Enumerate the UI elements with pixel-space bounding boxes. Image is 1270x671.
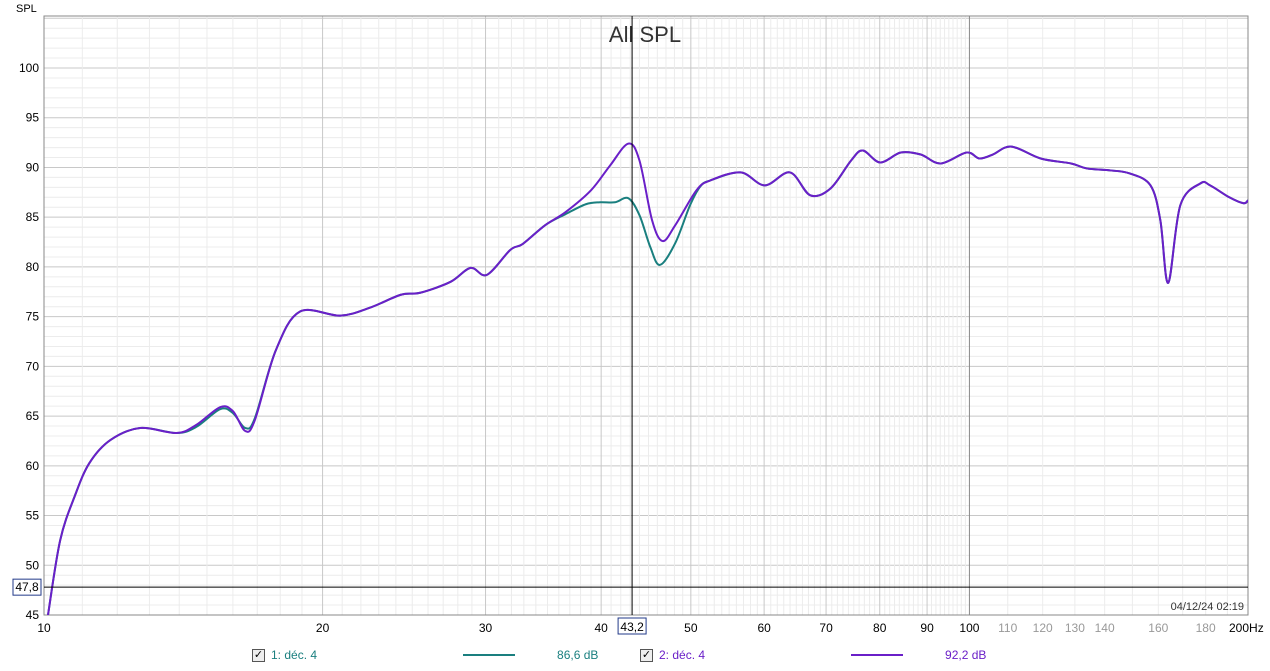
cursor-x-label: 43,2 xyxy=(620,620,644,634)
x-tick-label: 70 xyxy=(819,621,833,635)
series-2-checkbox[interactable]: ✓ xyxy=(640,648,653,662)
y-tick-label: 65 xyxy=(26,409,40,423)
y-tick-label: 70 xyxy=(26,359,40,373)
cursor-y-box xyxy=(12,578,42,596)
y-tick-label: 85 xyxy=(26,210,40,224)
x-tick-label: 180 xyxy=(1196,621,1216,635)
series-2-swatch xyxy=(851,654,904,656)
series-line-2 xyxy=(47,142,1248,615)
y-tick-label: 60 xyxy=(26,459,40,473)
x-tick-label: 90 xyxy=(920,621,934,635)
y-axis-label: SPL xyxy=(16,3,37,15)
y-tick-label: 100 xyxy=(19,61,39,75)
x-tick-label: 130 xyxy=(1065,621,1085,635)
timestamp: 04/12/24 02:19 xyxy=(1171,601,1244,613)
y-tick-label: 75 xyxy=(26,310,40,324)
x-tick-label: 140 xyxy=(1095,621,1115,635)
y-tick-label: 90 xyxy=(26,160,40,174)
y-tick-label: 50 xyxy=(26,558,40,572)
series-1-checkbox[interactable]: ✓ xyxy=(252,648,265,662)
y-tick-label: 95 xyxy=(26,111,40,125)
x-tick-label: 100 xyxy=(959,621,979,635)
y-tick-label: 45 xyxy=(26,608,40,622)
series-1-value: 86,6 dB xyxy=(557,648,599,662)
x-tick-label: 40 xyxy=(594,621,608,635)
cursor-y-label: 47,8 xyxy=(15,580,39,594)
x-tick-label: 20 xyxy=(316,621,330,635)
series-1-name: 1: déc. 4 xyxy=(271,648,318,662)
x-tick-label: 60 xyxy=(757,621,771,635)
legend-series-1: ✓ 1: déc. 4 86,6 dB xyxy=(252,648,598,662)
chart-title: All SPL xyxy=(609,22,681,47)
x-tick-label: 160 xyxy=(1148,621,1168,635)
x-tick-label: 50 xyxy=(684,621,698,635)
x-tick-label: 120 xyxy=(1033,621,1053,635)
series-1-swatch xyxy=(463,654,516,656)
x-tick-label: 10 xyxy=(37,621,51,635)
series-2-name: 2: déc. 4 xyxy=(659,648,706,662)
series-2-value: 92,2 dB xyxy=(945,648,987,662)
legend-series-2: ✓ 2: déc. 4 92,2 dB xyxy=(640,648,986,662)
plot-frame xyxy=(43,15,1249,616)
x-tick-label: 30 xyxy=(479,621,493,635)
y-tick-label: 80 xyxy=(26,260,40,274)
x-tick-label: 110 xyxy=(998,621,1017,635)
x-tick-label: 80 xyxy=(873,621,887,635)
cursor-x-box xyxy=(617,617,647,635)
x-tick-label: 200Hz xyxy=(1229,621,1264,635)
y-tick-label: 55 xyxy=(26,509,40,523)
